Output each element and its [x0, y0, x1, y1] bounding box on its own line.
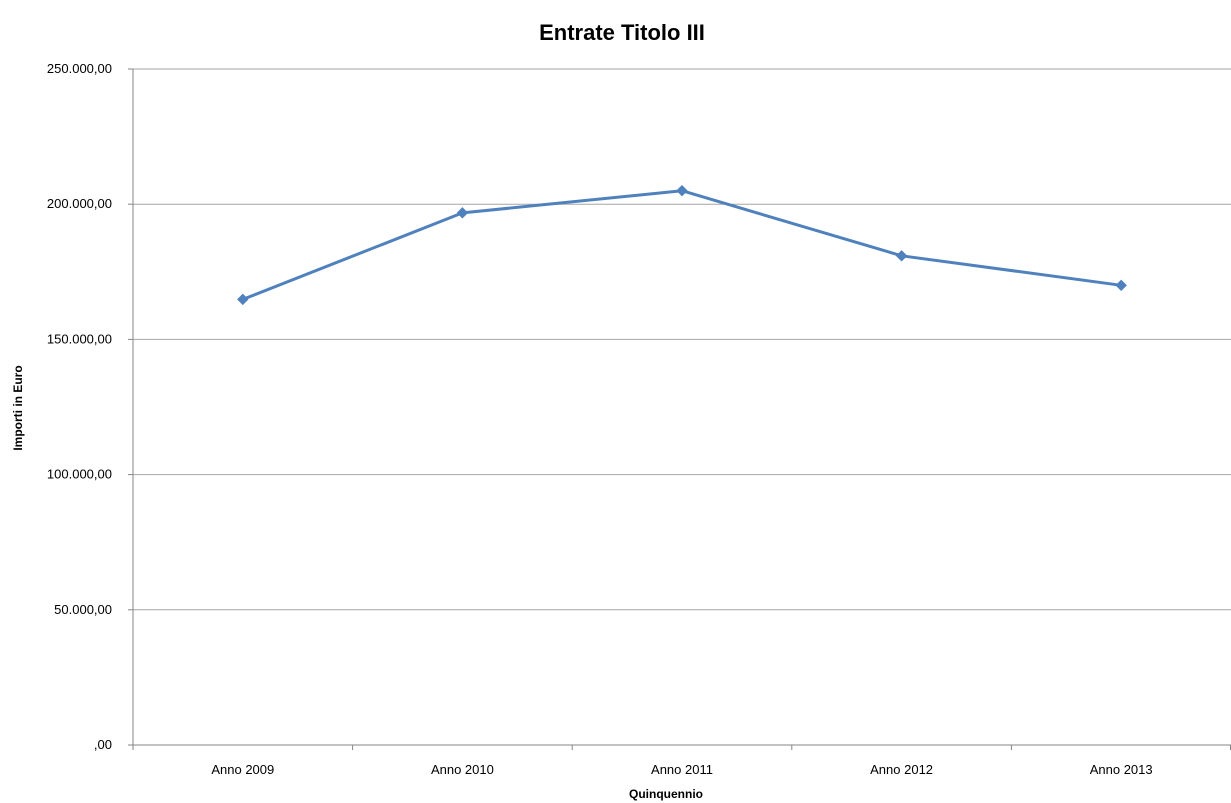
x-tick-label: Anno 2013 — [1090, 762, 1153, 777]
data-point-marker — [1115, 279, 1127, 292]
y-tick-labels: ,00 50.000,00 100.000,00 150.000,00 200.000,… — [47, 61, 112, 752]
y-tick-label: 250.000,00 — [47, 61, 112, 76]
chart-title: Entrate Titolo III — [539, 20, 705, 45]
series-layer — [237, 184, 1127, 306]
y-tick-label: 200.000,00 — [47, 196, 112, 211]
y-axis-title: Importi in Euro — [11, 365, 25, 450]
y-tick-label: 50.000,00 — [54, 602, 112, 617]
data-point-marker — [895, 250, 908, 262]
y-tick-label: 100.000,00 — [47, 467, 112, 482]
x-axis-title: Quinquennio — [629, 787, 703, 801]
x-tick-label: Anno 2011 — [651, 762, 713, 777]
gridlines — [133, 68, 1231, 611]
y-tick-label: 150.000,00 — [47, 331, 112, 346]
x-tick-label: Anno 2010 — [431, 762, 494, 777]
data-point-marker — [237, 293, 249, 306]
x-tick-label: Anno 2012 — [870, 762, 933, 777]
series-line — [241, 189, 1123, 301]
x-tick-labels: Anno 2009 Anno 2010 Anno 2011 Anno 2012 Anno… — [211, 762, 1152, 777]
x-tick-label: Anno 2009 — [211, 762, 274, 777]
y-tick-label: ,00 — [94, 737, 112, 752]
data-point-marker — [676, 184, 688, 197]
data-point-marker — [456, 207, 469, 219]
axes — [128, 68, 1231, 750]
